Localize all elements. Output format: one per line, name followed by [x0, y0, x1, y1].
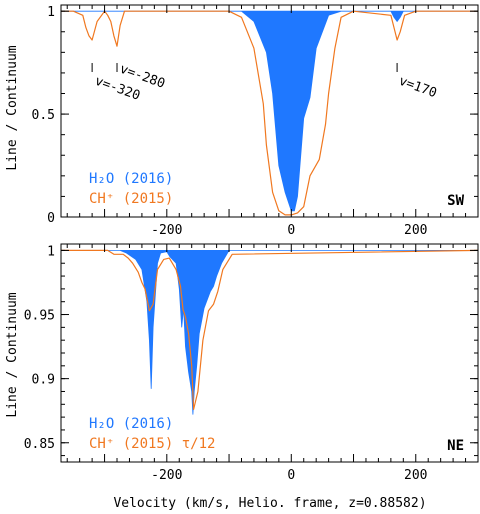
series-1-line [61, 249, 478, 410]
panel-ne: -200 0 200 0.85 0.9 0.95 1 H₂O (2016) CH⁺ (2015)… [24, 243, 479, 483]
data-layer [61, 249, 478, 415]
x-tick-label: -200 [151, 223, 182, 238]
y-tick-label: 0.85 [24, 437, 55, 452]
y-tick-label: 1 [47, 244, 55, 259]
y-tick-label: 0.9 [32, 373, 55, 388]
data-layer [61, 10, 478, 216]
x-tick-label: 0 [287, 468, 295, 483]
series-0-area [61, 250, 478, 415]
legend-entry: H₂O (2016) [89, 171, 173, 187]
legend-entry: H₂O (2016) [89, 416, 173, 432]
series-1-line [61, 10, 478, 216]
y-tick-label: 0.95 [24, 309, 55, 324]
y-tick-label: 0.5 [32, 108, 55, 123]
x-tick-label: 0 [287, 223, 295, 238]
y-tick-label: 1 [47, 5, 55, 20]
x-tick-label: 200 [404, 468, 427, 483]
y-tick-label: 0 [47, 211, 55, 226]
plot-frame [60, 4, 479, 218]
x-tick-label: 200 [404, 223, 427, 238]
series-0-area [61, 10, 478, 212]
legend-entry: CH⁺ (2015) [89, 191, 173, 207]
panel-label: NE [447, 438, 464, 454]
x-tick-label: -200 [151, 468, 182, 483]
y-axis-title-bottom: Line / Continuum [5, 292, 20, 417]
legend-entry: CH⁺ (2015) τ/12 [89, 436, 215, 452]
y-axis-title-top: Line / Continuum [5, 45, 20, 170]
panel-label: SW [447, 193, 464, 209]
x-axis-title: Velocity (km/s, Helio. frame, z=0.88582) [113, 496, 426, 511]
annotation-label: v=170 [397, 74, 439, 101]
